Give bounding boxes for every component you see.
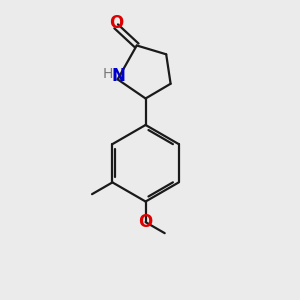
Text: O: O — [138, 213, 152, 231]
Text: O: O — [109, 14, 123, 32]
Text: H: H — [103, 67, 113, 81]
Text: N: N — [112, 68, 126, 85]
